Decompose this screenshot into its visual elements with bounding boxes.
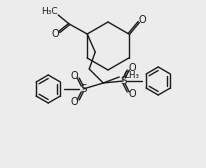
Text: S: S [120, 76, 126, 86]
Text: O: O [70, 97, 78, 107]
Text: H₃C: H₃C [41, 8, 57, 16]
Text: O: O [128, 89, 136, 99]
Text: S: S [80, 84, 87, 94]
Text: CH₃: CH₃ [123, 72, 139, 80]
Text: O: O [139, 15, 147, 25]
Text: O: O [52, 29, 59, 39]
Text: O: O [70, 71, 78, 81]
Text: O: O [128, 63, 136, 73]
